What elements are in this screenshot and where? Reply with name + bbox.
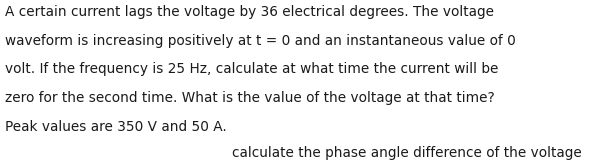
Text: A certain current lags the voltage by 36 electrical degrees. The voltage: A certain current lags the voltage by 36… (5, 5, 494, 19)
Text: calculate the phase angle difference of the voltage: calculate the phase angle difference of … (232, 146, 582, 160)
Text: volt. If the frequency is 25 Hz, calculate at what time the current will be: volt. If the frequency is 25 Hz, calcula… (5, 62, 499, 76)
Text: Peak values are 350 V and 50 A.: Peak values are 350 V and 50 A. (5, 120, 227, 134)
Text: zero for the second time. What is the value of the voltage at that time?: zero for the second time. What is the va… (5, 91, 495, 105)
Text: waveform is increasing positively at t = 0 and an instantaneous value of 0: waveform is increasing positively at t =… (5, 34, 516, 48)
